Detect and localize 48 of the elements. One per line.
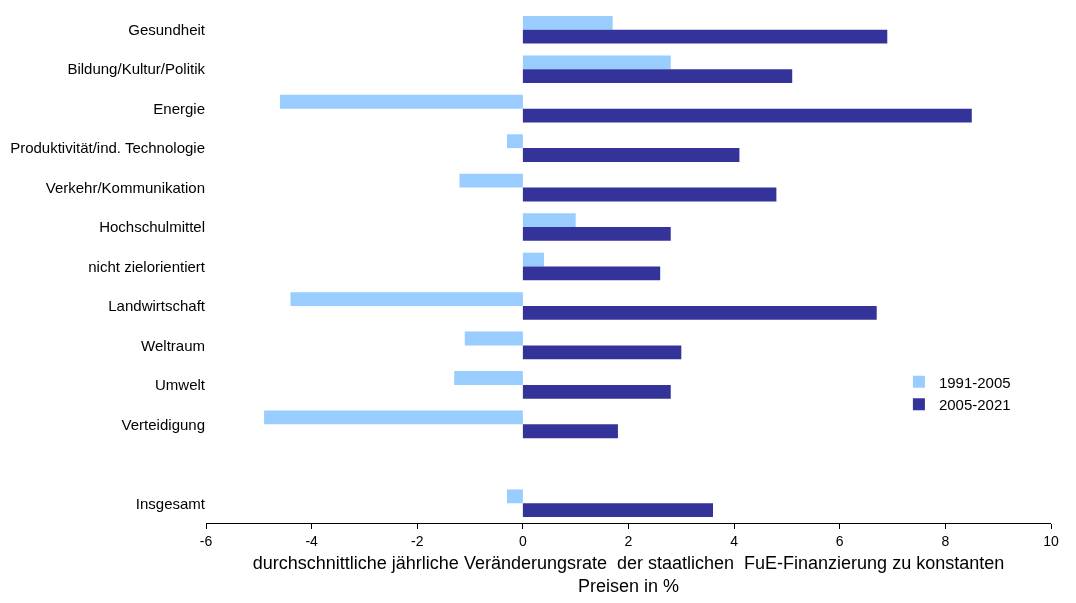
- y-tick-label: Gesundheit: [128, 20, 206, 38]
- bar: [522, 69, 793, 83]
- bar: [522, 345, 682, 360]
- bar: [264, 410, 523, 425]
- bar: [522, 148, 740, 162]
- y-tick-label: Bildung/Kultur/Politik: [67, 60, 206, 78]
- bar: [522, 108, 972, 123]
- y-tick-label: nicht zielorientiert: [88, 257, 206, 275]
- y-tick-label: Landwirtschaft: [108, 297, 206, 315]
- bar: [464, 331, 523, 346]
- legend-label: 2005-2021: [938, 396, 1011, 413]
- x-tick-label: 6: [835, 532, 844, 549]
- y-tick-label: Umwelt: [154, 376, 206, 394]
- y-tick-label: Verteidigung: [121, 415, 205, 433]
- bar: [522, 15, 613, 30]
- y-tick-label: Verkehr/Kommunikation: [45, 178, 205, 196]
- x-axis-title: durchschnittliche jährliche Veränderungsrate der staatlichen FuE-Finanzierung zu konstanten Preisen in %: [252, 552, 1005, 597]
- x-tick-label: -4: [305, 532, 319, 549]
- bar: [507, 134, 523, 149]
- bar: [459, 173, 523, 188]
- bar: [522, 55, 671, 70]
- y-tick-label: Produktivität/ind. Technologie: [10, 139, 205, 157]
- bar: [522, 187, 777, 202]
- x-tick-label: 8: [941, 532, 950, 549]
- y-tick-label: Insgesamt: [135, 494, 206, 512]
- y-tick-label: Weltraum: [141, 336, 205, 354]
- bar: [522, 424, 618, 439]
- legend-label: 1991-2005: [938, 373, 1011, 391]
- bar: [522, 252, 544, 267]
- bar: [454, 371, 523, 385]
- x-tick-label: 10: [1043, 532, 1059, 549]
- x-tick-label: -6: [199, 532, 213, 549]
- x-tick-label: 0: [518, 532, 527, 549]
- bar: [522, 213, 576, 228]
- bar: [522, 29, 888, 44]
- bar: [507, 489, 523, 504]
- y-tick-label: Hochschulmittel: [99, 218, 205, 236]
- bar: [279, 94, 523, 109]
- bar: [522, 503, 713, 518]
- bar: [522, 266, 661, 281]
- bar: [522, 305, 877, 320]
- bar: [522, 384, 671, 399]
- bar: [290, 292, 523, 306]
- x-tick-label: 2: [624, 532, 633, 549]
- bar: [522, 227, 671, 241]
- y-tick-label: Energie: [153, 99, 205, 117]
- x-tick-label: 4: [730, 532, 739, 549]
- x-tick-label: -2: [411, 532, 424, 549]
